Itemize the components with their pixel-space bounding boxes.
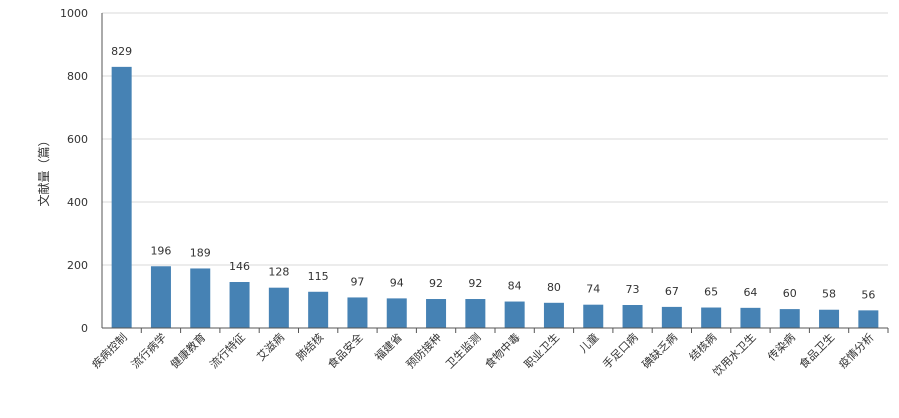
y-tick-label: 0 xyxy=(81,322,88,335)
x-category-label: 流行特征 xyxy=(207,330,248,371)
x-category-label: 结核病 xyxy=(686,330,719,363)
x-category-label: 健康教育 xyxy=(167,330,208,371)
bar xyxy=(819,309,840,328)
x-category-label: 碘缺乏病 xyxy=(639,330,680,371)
data-labels: 829 196 189 146 128 115 97 94 92 92 84 80 74 73 67 65 64… xyxy=(111,45,875,301)
data-label: 92 xyxy=(468,277,482,290)
data-label: 64 xyxy=(743,286,757,299)
data-label: 56 xyxy=(861,288,875,301)
x-category-label: 食品安全 xyxy=(325,330,366,371)
bar xyxy=(268,287,289,328)
data-label: 67 xyxy=(665,285,679,298)
bar xyxy=(465,299,486,328)
y-tick-label: 200 xyxy=(67,259,88,272)
bar xyxy=(504,301,525,328)
x-category-label: 儿童 xyxy=(576,330,601,355)
x-category-label: 食品卫生 xyxy=(796,330,837,371)
x-category-label: 职业卫生 xyxy=(521,330,562,371)
x-category-label: 艾滋病 xyxy=(254,330,287,363)
bar xyxy=(779,309,800,328)
y-tick-label: 600 xyxy=(67,133,88,146)
data-label: 94 xyxy=(390,276,404,289)
y-tick-label: 800 xyxy=(67,70,88,83)
x-category-label: 传染病 xyxy=(765,330,798,363)
data-label: 73 xyxy=(626,283,640,296)
y-axis-ticks: 0 200 400 600 800 1000 xyxy=(60,7,88,335)
data-label: 60 xyxy=(783,287,797,300)
bar xyxy=(701,307,722,328)
bar xyxy=(347,297,368,328)
data-label: 97 xyxy=(350,275,364,288)
x-category-label: 福建省 xyxy=(372,330,405,363)
x-category-label: 流行病学 xyxy=(128,330,169,371)
data-label: 189 xyxy=(190,246,211,259)
y-tick-label: 1000 xyxy=(60,7,88,20)
data-label: 92 xyxy=(429,277,443,290)
bar xyxy=(426,299,447,328)
data-label: 65 xyxy=(704,286,718,299)
bar xyxy=(622,305,643,328)
x-category-label: 疾病控制 xyxy=(89,330,130,371)
gridlines xyxy=(102,12,888,266)
x-category-label: 食物中毒 xyxy=(482,330,523,371)
bar xyxy=(386,298,407,328)
bar xyxy=(150,266,171,328)
data-label: 128 xyxy=(268,266,289,279)
bar xyxy=(740,307,761,328)
data-label: 146 xyxy=(229,260,250,273)
x-category-label: 疫情分析 xyxy=(835,330,876,371)
x-category-label: 预防接种 xyxy=(403,330,444,371)
bar xyxy=(190,268,211,328)
y-axis-title: 文献量（篇） xyxy=(36,134,51,206)
bar xyxy=(111,66,132,329)
data-label: 829 xyxy=(111,45,132,58)
x-category-label: 手足口病 xyxy=(600,330,641,371)
x-category-label: 肺结核 xyxy=(293,330,326,363)
x-category-label: 卫生监测 xyxy=(442,330,483,371)
bar xyxy=(858,310,879,328)
bar xyxy=(583,304,604,328)
data-label: 74 xyxy=(586,283,600,296)
bar xyxy=(661,306,682,328)
bar xyxy=(308,291,329,328)
x-category-label: 饮用水卫生 xyxy=(710,330,759,379)
bar xyxy=(229,282,250,328)
data-label: 84 xyxy=(508,280,522,293)
data-label: 58 xyxy=(822,288,836,301)
bars xyxy=(111,66,879,329)
data-label: 80 xyxy=(547,281,561,294)
data-label: 115 xyxy=(308,270,329,283)
data-label: 196 xyxy=(150,244,171,257)
bar xyxy=(543,302,564,328)
y-tick-label: 400 xyxy=(67,196,88,209)
